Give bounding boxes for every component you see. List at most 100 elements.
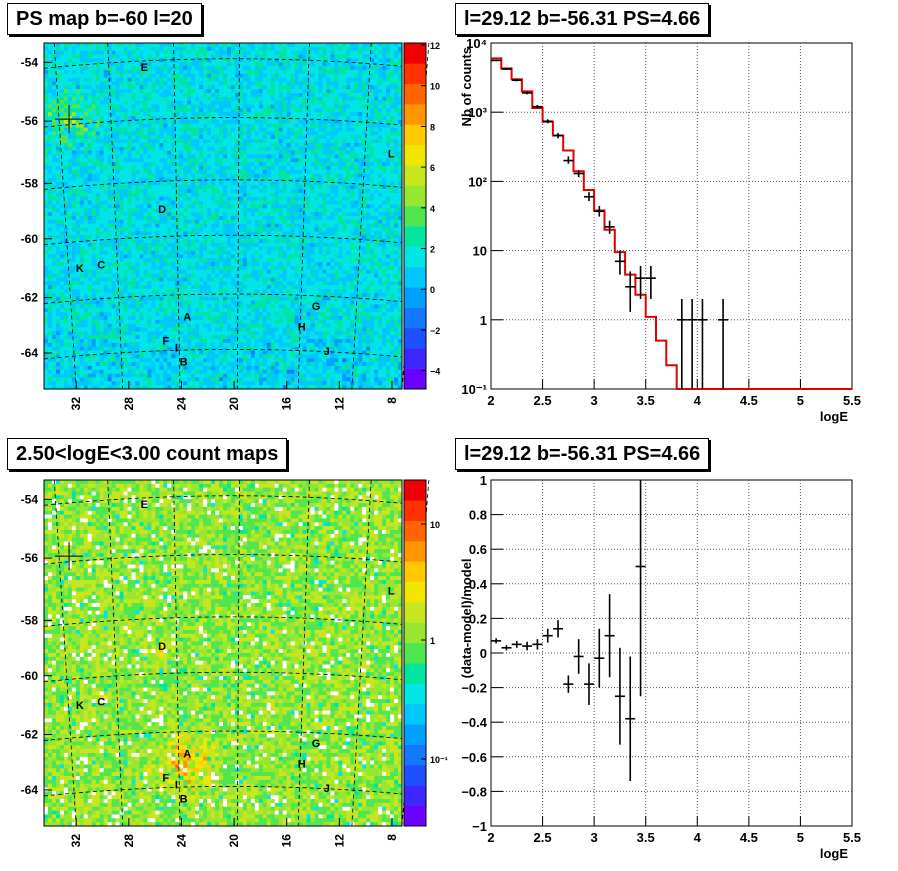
map-pixel bbox=[167, 100, 172, 105]
map-pixel bbox=[139, 62, 144, 67]
map-pixel bbox=[370, 69, 375, 75]
map-pixel bbox=[51, 127, 57, 132]
map-pixel bbox=[238, 250, 244, 255]
map-pixel bbox=[151, 177, 156, 182]
map-pixel bbox=[346, 146, 351, 151]
map-pixel bbox=[203, 119, 208, 125]
map-pixel bbox=[230, 239, 236, 244]
map-pixel bbox=[278, 119, 283, 125]
map-pixel bbox=[294, 204, 299, 209]
map-pixel bbox=[278, 158, 283, 163]
map-pixel bbox=[187, 204, 192, 209]
map-pixel bbox=[278, 173, 283, 178]
map-pixel bbox=[139, 204, 144, 209]
map-pixel bbox=[115, 223, 120, 228]
map-pixel bbox=[282, 192, 287, 198]
map-pixel bbox=[44, 158, 49, 163]
map-pixel bbox=[119, 227, 124, 232]
map-pixel bbox=[155, 85, 160, 90]
map-pixel bbox=[191, 208, 196, 213]
map-pixel bbox=[226, 92, 232, 98]
map-pixel bbox=[175, 43, 180, 48]
map-pixel bbox=[179, 142, 184, 148]
map-pixel bbox=[79, 219, 85, 224]
map-pixel bbox=[346, 239, 351, 244]
map-pixel bbox=[394, 50, 399, 55]
map-pixel bbox=[139, 108, 144, 113]
map-pixel bbox=[254, 139, 260, 144]
map-pixel bbox=[358, 100, 363, 105]
map-pixel bbox=[71, 239, 77, 244]
map-pixel bbox=[274, 200, 279, 205]
map-pixel bbox=[75, 119, 81, 125]
map-pixel bbox=[215, 204, 220, 209]
map-pixel bbox=[314, 192, 319, 198]
map-pixel bbox=[67, 62, 73, 67]
map-pixel bbox=[75, 254, 81, 259]
map-pixel bbox=[95, 46, 100, 51]
map-pixel bbox=[250, 81, 256, 86]
map-pixel bbox=[79, 246, 85, 251]
map-pixel bbox=[290, 92, 295, 98]
map-pixel bbox=[370, 223, 375, 228]
map-pixel bbox=[334, 96, 339, 101]
map-pixel bbox=[394, 104, 399, 109]
map-pixel bbox=[103, 239, 108, 244]
map-pixel bbox=[111, 66, 116, 71]
map-pixel bbox=[151, 162, 156, 167]
map-pixel bbox=[362, 196, 367, 201]
map-pixel bbox=[370, 58, 375, 63]
map-pixel bbox=[87, 116, 93, 121]
map-pixel bbox=[314, 235, 319, 240]
map-pixel bbox=[302, 112, 307, 117]
map-pixel bbox=[135, 189, 140, 194]
map-pixel bbox=[199, 239, 204, 244]
map-pixel bbox=[199, 166, 204, 171]
map-pixel bbox=[266, 135, 272, 140]
map-pixel bbox=[127, 212, 132, 217]
map-pixel bbox=[302, 192, 307, 198]
map-pixel bbox=[119, 192, 124, 198]
map-pixel bbox=[398, 204, 403, 209]
map-pixel bbox=[95, 131, 100, 136]
map-pixel bbox=[175, 66, 180, 71]
map-pixel bbox=[226, 135, 232, 140]
map-pixel bbox=[127, 208, 132, 213]
map-pixel bbox=[67, 100, 73, 105]
map-pixel bbox=[382, 231, 387, 236]
map-pixel bbox=[226, 104, 232, 109]
map-pixel bbox=[83, 131, 89, 136]
map-pixel bbox=[111, 119, 116, 125]
map-pixel bbox=[242, 169, 248, 175]
map-pixel bbox=[366, 127, 371, 132]
map-pixel bbox=[306, 142, 311, 148]
map-pixel bbox=[75, 43, 81, 48]
map-pixel bbox=[83, 250, 89, 255]
map-pixel bbox=[47, 254, 53, 259]
map-pixel bbox=[147, 146, 152, 151]
map-pixel bbox=[75, 189, 81, 194]
map-pixel bbox=[334, 173, 339, 178]
map-pixel bbox=[254, 131, 260, 136]
map-pixel bbox=[147, 139, 152, 144]
map-pixel bbox=[306, 219, 311, 224]
map-pixel bbox=[270, 162, 276, 167]
map-pixel bbox=[223, 116, 228, 121]
map-pixel bbox=[187, 69, 192, 75]
map-pixel bbox=[346, 223, 351, 228]
map-pixel bbox=[143, 81, 148, 86]
map-pixel bbox=[398, 192, 403, 198]
map-pixel bbox=[322, 150, 327, 155]
map-pixel bbox=[390, 227, 395, 232]
map-pixel bbox=[398, 181, 403, 186]
map-pixel bbox=[215, 242, 220, 248]
map-pixel bbox=[71, 135, 77, 140]
map-pixel bbox=[254, 81, 260, 86]
map-pixel bbox=[187, 254, 192, 259]
map-pixel bbox=[338, 231, 343, 236]
map-pixel bbox=[147, 177, 152, 182]
map-pixel bbox=[362, 173, 367, 178]
map-pixel bbox=[230, 185, 236, 190]
map-pixel bbox=[298, 123, 303, 128]
map-pixel bbox=[354, 89, 359, 94]
